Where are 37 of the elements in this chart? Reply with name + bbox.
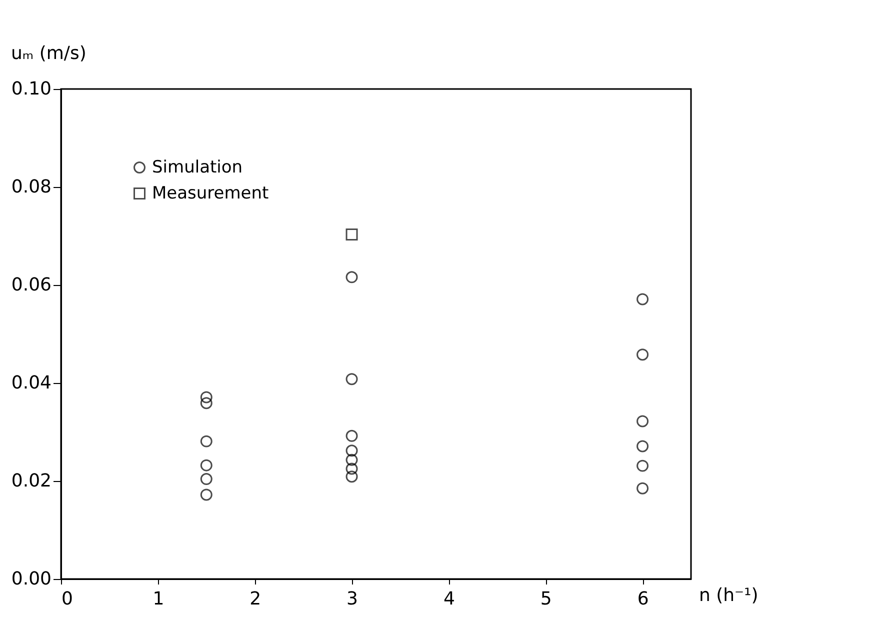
legend-label: Measurement xyxy=(152,184,270,204)
point xyxy=(200,459,212,472)
point xyxy=(200,397,212,410)
x-tick-label: 0 xyxy=(62,588,73,610)
y-tick-label: 0.06 xyxy=(11,274,52,296)
x-tick-label: 4 xyxy=(443,588,455,610)
point xyxy=(200,391,212,404)
x-tick-label: 5 xyxy=(540,588,552,610)
point xyxy=(636,460,649,472)
x-tick-label: 2 xyxy=(250,588,262,610)
point xyxy=(346,444,358,457)
x-axis-title: n (h⁻¹) xyxy=(699,585,758,606)
y-tick-label: 0.04 xyxy=(11,372,52,394)
point xyxy=(346,271,358,284)
point xyxy=(636,348,649,361)
y-tick-label: 0.00 xyxy=(11,568,52,590)
x-tick-label: 6 xyxy=(637,588,649,610)
point xyxy=(346,470,358,483)
point xyxy=(636,482,649,494)
y-tick-label: 0.10 xyxy=(11,78,52,100)
point xyxy=(636,440,649,452)
point xyxy=(346,462,358,475)
y-tick-label: 0.08 xyxy=(11,176,52,198)
point xyxy=(346,430,358,442)
point xyxy=(636,415,649,428)
x-tick-label: 1 xyxy=(152,588,164,610)
x-tick-label: 3 xyxy=(346,588,358,610)
point xyxy=(200,435,212,448)
point xyxy=(346,454,358,466)
y-axis-title: uₘ (m/s) xyxy=(11,43,86,64)
point xyxy=(346,228,358,241)
point xyxy=(200,488,212,501)
legend-label: Simulation xyxy=(152,158,243,178)
point xyxy=(200,473,212,486)
point xyxy=(346,373,358,386)
y-tick-label: 0.02 xyxy=(11,470,52,492)
point xyxy=(636,293,649,306)
